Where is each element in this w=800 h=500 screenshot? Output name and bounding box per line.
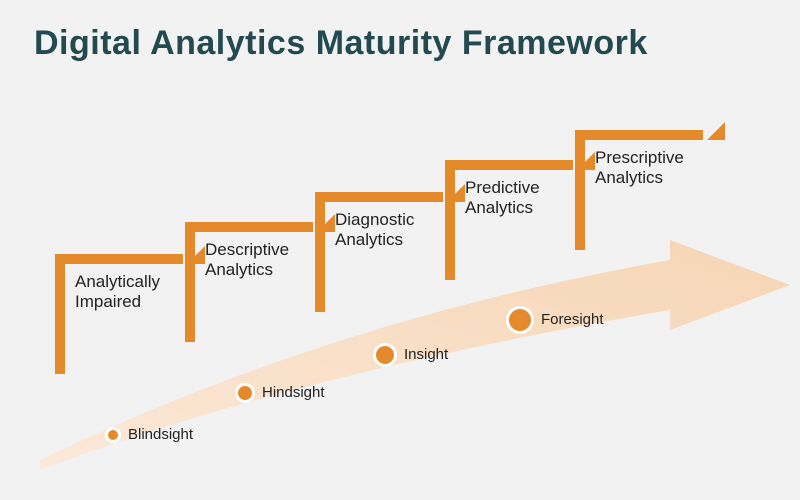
step-bracket-top [575,130,703,140]
arrow-dot-label: Blindsight [128,426,193,443]
step-bracket-side [575,130,585,250]
step-bracket-top [445,160,573,170]
arrow-dot-label: Foresight [541,311,604,328]
arrow-dot-1 [235,383,255,403]
arrow-dot-label: Insight [404,346,448,363]
step-bracket-side [185,222,195,342]
page-title: Digital Analytics Maturity Framework [34,24,648,63]
arrow-dot-3 [506,306,534,334]
step-corner-icon [707,122,725,140]
step-bracket-top [55,254,183,264]
step-label: Prescriptive Analytics [595,148,684,187]
arrow-dot-0 [105,427,121,443]
step-bracket-side [55,254,65,374]
step-bracket-side [445,160,455,280]
step-label: Diagnostic Analytics [335,210,414,249]
step-bracket-top [185,222,313,232]
step-label: Analytically Impaired [75,272,160,311]
step-label: Descriptive Analytics [205,240,289,279]
arrow-dot-2 [373,343,397,367]
arrow-dot-label: Hindsight [262,384,325,401]
step-bracket-side [315,192,325,312]
step-label: Predictive Analytics [465,178,540,217]
step-bracket-top [315,192,443,202]
